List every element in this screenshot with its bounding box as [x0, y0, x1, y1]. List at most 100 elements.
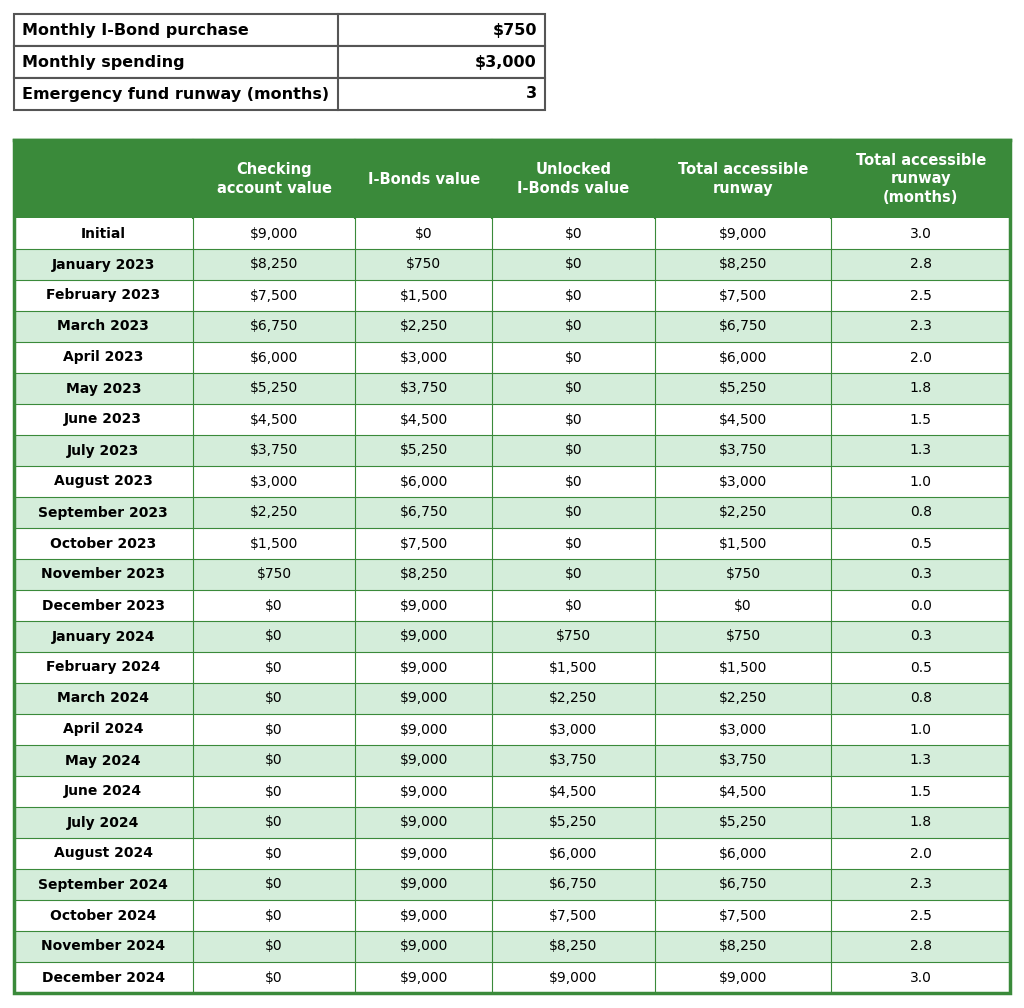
Text: Checking
account value: Checking account value [216, 162, 332, 196]
Bar [14, 404, 1010, 435]
Text: $9,000: $9,000 [399, 939, 447, 954]
Text: $4,500: $4,500 [719, 784, 767, 798]
Bar [14, 652, 1010, 683]
Text: $8,250: $8,250 [549, 939, 598, 954]
Text: October 2023: October 2023 [50, 536, 157, 550]
Bar [14, 869, 1010, 900]
Text: $3,750: $3,750 [719, 754, 767, 767]
Text: $3,750: $3,750 [250, 444, 298, 458]
Text: January 2024: January 2024 [51, 630, 155, 643]
Text: 1.5: 1.5 [909, 784, 932, 798]
Text: $6,750: $6,750 [549, 878, 598, 891]
Text: I-Bonds value: I-Bonds value [368, 171, 480, 186]
Text: February 2023: February 2023 [46, 288, 161, 302]
Text: $0: $0 [265, 971, 283, 985]
Text: $9,000: $9,000 [399, 847, 447, 861]
Text: November 2024: November 2024 [41, 939, 165, 954]
Text: $0: $0 [564, 351, 583, 365]
Text: July 2023: July 2023 [68, 444, 139, 458]
Text: $6,000: $6,000 [719, 847, 767, 861]
Text: 1.3: 1.3 [909, 754, 932, 767]
Text: 0.5: 0.5 [909, 660, 932, 674]
Text: March 2024: March 2024 [57, 691, 150, 706]
Text: Unlocked
I-Bonds value: Unlocked I-Bonds value [517, 162, 630, 196]
Bar [14, 78, 545, 110]
Text: $1,500: $1,500 [549, 660, 598, 674]
Bar [14, 838, 1010, 869]
Bar [14, 714, 1010, 745]
Text: September 2024: September 2024 [38, 878, 168, 891]
Bar [14, 931, 1010, 962]
Text: Initial: Initial [81, 227, 126, 241]
Text: December 2023: December 2023 [42, 599, 165, 613]
Text: $8,250: $8,250 [399, 568, 447, 582]
Text: $7,500: $7,500 [549, 908, 598, 922]
Text: 0.8: 0.8 [909, 691, 932, 706]
Text: 0.0: 0.0 [909, 599, 932, 613]
Text: $7,500: $7,500 [719, 288, 767, 302]
Text: $0: $0 [564, 227, 583, 241]
Text: $750: $750 [726, 630, 761, 643]
Text: $6,750: $6,750 [399, 505, 447, 519]
Text: $6,750: $6,750 [719, 878, 767, 891]
Text: $3,000: $3,000 [549, 723, 598, 737]
Text: $0: $0 [734, 599, 752, 613]
Text: $750: $750 [256, 568, 292, 582]
Text: $0: $0 [564, 444, 583, 458]
Text: $0: $0 [564, 568, 583, 582]
Text: $9,000: $9,000 [399, 971, 447, 985]
Text: $9,000: $9,000 [399, 723, 447, 737]
Bar [14, 466, 1010, 497]
Text: $0: $0 [265, 691, 283, 706]
Text: $0: $0 [265, 847, 283, 861]
Text: $9,000: $9,000 [719, 227, 767, 241]
Text: $6,000: $6,000 [549, 847, 598, 861]
Bar [14, 528, 1010, 559]
Bar [14, 683, 1010, 714]
Bar [14, 373, 1010, 404]
Bar [14, 46, 545, 78]
Text: May 2024: May 2024 [66, 754, 141, 767]
Text: $750: $750 [407, 257, 441, 271]
Text: Emergency fund runway (months): Emergency fund runway (months) [22, 87, 329, 102]
Text: $0: $0 [564, 381, 583, 395]
Text: $0: $0 [265, 784, 283, 798]
Text: 3.0: 3.0 [909, 227, 932, 241]
Text: Monthly I-Bond purchase: Monthly I-Bond purchase [22, 22, 249, 37]
Text: 2.3: 2.3 [909, 320, 932, 334]
Text: 1.0: 1.0 [909, 723, 932, 737]
Text: $8,250: $8,250 [719, 939, 767, 954]
Text: $6,000: $6,000 [399, 475, 447, 489]
Text: $0: $0 [415, 227, 432, 241]
Text: 1.0: 1.0 [909, 475, 932, 489]
Text: $8,250: $8,250 [719, 257, 767, 271]
Text: $750: $750 [556, 630, 591, 643]
Text: $9,000: $9,000 [399, 908, 447, 922]
Text: December 2024: December 2024 [42, 971, 165, 985]
Text: $0: $0 [564, 599, 583, 613]
Text: $3,000: $3,000 [719, 475, 767, 489]
Text: $0: $0 [265, 908, 283, 922]
Text: $0: $0 [564, 475, 583, 489]
Text: $4,500: $4,500 [250, 412, 298, 426]
Bar [14, 900, 1010, 931]
Bar [14, 218, 1010, 249]
Text: 2.5: 2.5 [909, 908, 932, 922]
Text: 3.0: 3.0 [909, 971, 932, 985]
Text: $5,250: $5,250 [719, 381, 767, 395]
Text: $3,750: $3,750 [399, 381, 447, 395]
Text: October 2024: October 2024 [50, 908, 157, 922]
Text: $0: $0 [265, 754, 283, 767]
Text: $3,000: $3,000 [399, 351, 447, 365]
Text: $9,000: $9,000 [399, 754, 447, 767]
Text: 0.5: 0.5 [909, 536, 932, 550]
Bar [14, 311, 1010, 342]
Text: $0: $0 [265, 815, 283, 830]
Text: April 2023: April 2023 [63, 351, 143, 365]
Text: $2,250: $2,250 [719, 691, 767, 706]
Text: $5,250: $5,250 [719, 815, 767, 830]
Bar [14, 140, 1010, 218]
Text: $2,250: $2,250 [399, 320, 447, 334]
Text: $750: $750 [726, 568, 761, 582]
Bar [14, 342, 1010, 373]
